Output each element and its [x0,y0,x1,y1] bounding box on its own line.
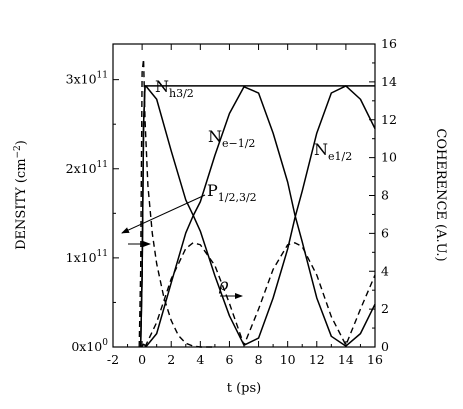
x-tick-label: 12 [309,352,325,367]
y-right-tick-label: 2 [381,301,389,316]
x-tick-label: 0 [138,352,146,367]
series-layer [138,58,376,348]
y-right-tick-label: 0 [381,339,389,354]
x-axis-label: t (ps) [227,381,262,396]
y-axis-left-label-unit-close: ) [14,140,29,145]
y-left-tick-label: 1x1011 [66,249,108,265]
annotation-n-e-1-2-sub: e−1/2 [222,137,255,150]
x-tick-label: 16 [367,352,383,367]
y-right-tick-label: 8 [381,188,389,203]
x-tick-label: 14 [338,352,354,367]
y-right-tick-label: 16 [381,36,397,51]
y-axis-right: 0 2 4 6 8 10 12 14 16 [369,36,397,354]
y-axis-left: 0x100 1x1011 2x1011 3x1011 [66,71,119,354]
y-left-tick-label: 2x1011 [66,160,108,176]
y-left-tick-label: 0x100 [71,338,108,354]
y-right-tick-label: 14 [381,74,397,89]
x-axis: -2 0 2 4 6 8 10 12 14 16 [107,44,383,367]
annotation-p-1-2-3-2-sub: 1/2,3/2 [218,191,257,204]
series-n-e-1-2 [139,85,376,348]
annotation-n-e1-2-sub: e1/2 [328,150,352,163]
y-right-tick-label: 10 [381,150,397,165]
y-axis-left-label-main: DENSITY [14,187,29,250]
annotation-p-1-2-3-2: P1/2,3/2 [207,181,257,204]
x-tick-label: -2 [107,352,119,367]
x-tick-label: 2 [167,352,175,367]
annotation-rho: ρ [218,275,229,294]
y-right-tick-label: 4 [381,263,389,278]
annotation-p-1-2-3-2-base: P [207,181,218,200]
annotation-n-e-1-2-base: N [208,127,222,146]
series-n-h3-2 [139,85,375,348]
annotation-n-e-1-2: Ne−1/2 [208,127,255,150]
y-axis-left-label-unit-open: (cm [14,158,29,187]
y-axis-right-label: COHERENCE (A.U.) [433,128,448,261]
annotation-n-h3-2: Nh3/2 [155,77,194,100]
x-tick-label: 4 [196,352,204,367]
y-right-tick-label: 12 [381,112,397,127]
x-tick-label: 10 [280,352,296,367]
y-axis-left-label: DENSITY (cm−2) [13,140,29,250]
y-axis-left-label-unit-sup: −2 [13,145,23,158]
series-p-1-2-3-2 [138,58,215,348]
y-right-tick-label: 6 [381,225,389,240]
annotation-n-h3-2-sub: h3/2 [169,87,194,100]
annotation-n-e1-2-base: N [314,140,328,159]
annotation-n-e1-2: Ne1/2 [314,140,352,163]
series-rho [144,242,376,348]
annotation-n-h3-2-base: N [155,77,169,96]
arrow-p-1-2-3-2 [121,194,206,234]
y-left-tick-label: 3x1011 [66,71,108,87]
x-tick-label: 8 [255,352,263,367]
series-n-e1-2 [140,86,376,348]
x-tick-label: 6 [225,352,233,367]
